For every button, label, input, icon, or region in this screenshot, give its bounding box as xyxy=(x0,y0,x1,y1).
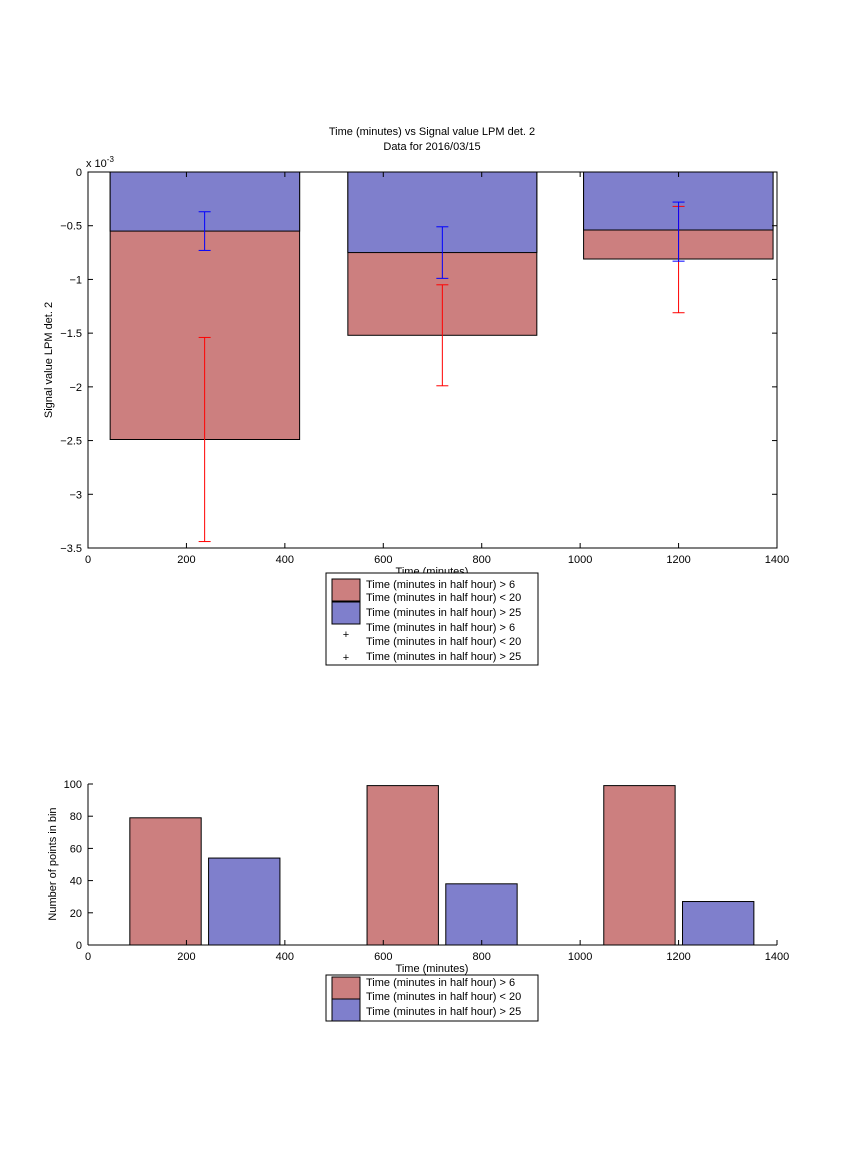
bottom-y-ticks: 0 20 40 60 80 100 xyxy=(64,779,93,952)
legend-label: Time (minutes in half hour) > 6 xyxy=(366,977,515,989)
x-tick-label: 400 xyxy=(276,554,294,566)
bottom-x-axis-label: Time (minutes) xyxy=(396,963,469,975)
y-tick-label: 20 xyxy=(70,908,82,920)
legend-patch-blue xyxy=(331,601,361,625)
bottom-y-axis-label: Number of points in bin xyxy=(47,807,59,920)
x-tick-label: 1200 xyxy=(666,951,690,963)
bar-red xyxy=(129,817,202,946)
bar-blue xyxy=(682,901,755,946)
y-tick-label: −1 xyxy=(69,274,82,286)
legend-patch-blue xyxy=(331,998,361,1022)
x-tick-label: 0 xyxy=(85,554,91,566)
chart-title: Time (minutes) vs Signal value LPM det. … xyxy=(329,126,535,138)
chart-subtitle: Data for 2016/03/15 xyxy=(383,141,480,153)
legend-patch-red xyxy=(331,578,361,602)
y-tick-label: −1.5 xyxy=(60,328,82,340)
legend-label: Time (minutes in half hour) > 6 xyxy=(366,622,515,634)
y-tick-label: −3.5 xyxy=(60,543,82,555)
legend-label: Time (minutes in half hour) > 6 xyxy=(366,579,515,591)
errorbar-blue xyxy=(436,226,449,279)
x-tick-label: 0 xyxy=(85,951,91,963)
top-legend: Time (minutes in half hour) > 6 Time (mi… xyxy=(325,572,539,666)
top-y-ticks: 0 −0.5 −1 −1.5 −2 −2.5 −3 −3.5 xyxy=(60,167,777,555)
top-axes-frame xyxy=(87,171,778,549)
x-tick-label: 200 xyxy=(177,554,195,566)
errorbar-red xyxy=(436,284,449,387)
exponent-label: x 10-3 xyxy=(86,155,114,170)
y-tick-label: −3 xyxy=(69,489,82,501)
legend-patch-red xyxy=(331,976,361,1000)
x-tick-label: 600 xyxy=(374,554,392,566)
legend-marker-red: + xyxy=(343,629,349,641)
bar-blue xyxy=(445,883,518,946)
legend-label: Time (minutes in half hour) > 25 xyxy=(366,607,521,619)
y-tick-label: −0.5 xyxy=(60,221,82,233)
bottom-x-ticks: 0 200 400 600 800 1000 1200 1400 xyxy=(85,940,789,963)
legend-label: Time (minutes in half hour) < 20 xyxy=(366,592,521,604)
legend-label: Time (minutes in half hour) < 20 xyxy=(366,991,521,1003)
bottom-bars xyxy=(129,785,755,946)
y-tick-label: −2.5 xyxy=(60,436,82,448)
y-tick-label: 80 xyxy=(70,811,82,823)
y-tick-label: 0 xyxy=(76,940,82,952)
x-tick-label: 200 xyxy=(177,951,195,963)
top-errorbars xyxy=(198,201,685,543)
bottom-legend-box xyxy=(325,974,539,1022)
x-tick-label: 400 xyxy=(276,951,294,963)
bottom-legend: Time (minutes in half hour) > 6 Time (mi… xyxy=(325,974,539,1022)
x-tick-label: 1200 xyxy=(666,554,690,566)
errorbar-blue xyxy=(198,211,211,251)
y-tick-label: 40 xyxy=(70,876,82,888)
x-tick-label: 600 xyxy=(374,951,392,963)
top-x-ticks: 0 200 400 600 800 1000 1200 1400 xyxy=(85,172,789,566)
legend-marker-blue: + xyxy=(343,652,349,664)
y-tick-label: 0 xyxy=(76,167,82,179)
bottom-chart: 0 200 400 600 800 1000 1200 1400 0 20 40 60 80 100 T… xyxy=(47,779,789,1022)
x-tick-label: 800 xyxy=(473,554,491,566)
top-chart: Time (minutes) vs Signal value LPM det. … xyxy=(43,126,789,666)
legend-label: Time (minutes in half hour) < 20 xyxy=(366,636,521,648)
top-legend-box xyxy=(325,572,539,666)
bar-red xyxy=(603,785,676,946)
x-tick-label: 1400 xyxy=(765,554,789,566)
legend-label: Time (minutes in half hour) > 25 xyxy=(366,651,521,663)
errorbar-blue xyxy=(672,201,685,262)
x-tick-label: 800 xyxy=(473,951,491,963)
x-tick-label: 1000 xyxy=(568,554,592,566)
y-tick-label: −2 xyxy=(69,382,82,394)
x-tick-label: 1400 xyxy=(765,951,789,963)
y-tick-label: 60 xyxy=(70,843,82,855)
legend-label: Time (minutes in half hour) > 25 xyxy=(366,1006,521,1018)
y-tick-label: 100 xyxy=(64,779,82,791)
x-tick-label: 1000 xyxy=(568,951,592,963)
bar-red xyxy=(366,785,439,946)
errorbar-red xyxy=(198,336,211,543)
top-y-axis-label: Signal value LPM det. 2 xyxy=(43,302,55,418)
bar-blue xyxy=(208,857,281,946)
